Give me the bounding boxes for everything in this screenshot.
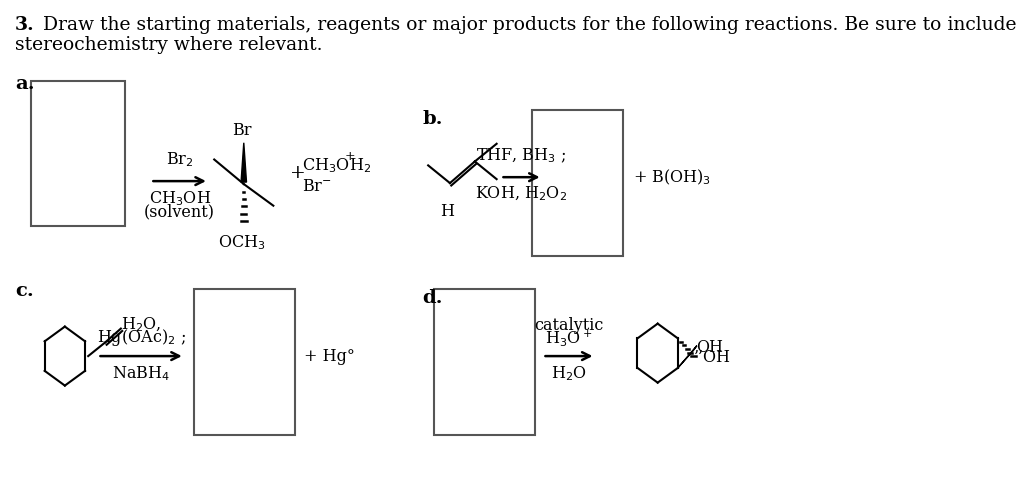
Text: THF, BH$_3$ ;: THF, BH$_3$ ; <box>476 147 566 165</box>
Bar <box>194 289 295 435</box>
Text: H: H <box>440 203 454 220</box>
Text: CH$_3$OH: CH$_3$OH <box>148 189 211 208</box>
Text: +: + <box>291 164 306 182</box>
Bar <box>531 110 624 256</box>
Text: +: + <box>345 150 355 163</box>
Bar <box>433 289 535 435</box>
Text: Draw the starting materials, reagents or major products for the following reacti: Draw the starting materials, reagents or… <box>32 16 1017 34</box>
Text: a.: a. <box>15 75 35 93</box>
Polygon shape <box>241 143 247 182</box>
Text: H$_3$O$^+$: H$_3$O$^+$ <box>546 328 593 348</box>
Text: Hg(OAc)$_2$ ;: Hg(OAc)$_2$ ; <box>96 327 185 348</box>
Text: d.: d. <box>423 289 443 307</box>
Polygon shape <box>678 346 696 368</box>
Text: b.: b. <box>423 110 443 128</box>
Text: Br$_2$: Br$_2$ <box>166 151 194 169</box>
Text: 3.: 3. <box>15 16 35 34</box>
Text: + Hg°: + Hg° <box>304 348 355 365</box>
Text: KOH, H$_2$O$_2$: KOH, H$_2$O$_2$ <box>475 185 567 203</box>
Text: c.: c. <box>15 282 34 300</box>
Text: + B(OH)$_3$: + B(OH)$_3$ <box>633 167 711 187</box>
Text: catalytic: catalytic <box>535 318 604 334</box>
Text: NaBH$_4$: NaBH$_4$ <box>113 364 170 382</box>
Bar <box>32 81 125 226</box>
Text: H$_2$O: H$_2$O <box>551 364 587 382</box>
Text: Br$^{-}$: Br$^{-}$ <box>302 178 332 194</box>
Text: stereochemistry where relevant.: stereochemistry where relevant. <box>15 36 323 54</box>
Text: OCH$_3$: OCH$_3$ <box>218 233 266 252</box>
Text: Br: Br <box>232 122 252 139</box>
Text: (solvent): (solvent) <box>144 204 215 221</box>
Text: OH: OH <box>696 339 724 356</box>
Text: H$_2$O,: H$_2$O, <box>121 316 161 334</box>
Text: CH$_3$OH$_2$: CH$_3$OH$_2$ <box>302 156 372 175</box>
Text: ’’OH: ’’OH <box>694 349 731 366</box>
